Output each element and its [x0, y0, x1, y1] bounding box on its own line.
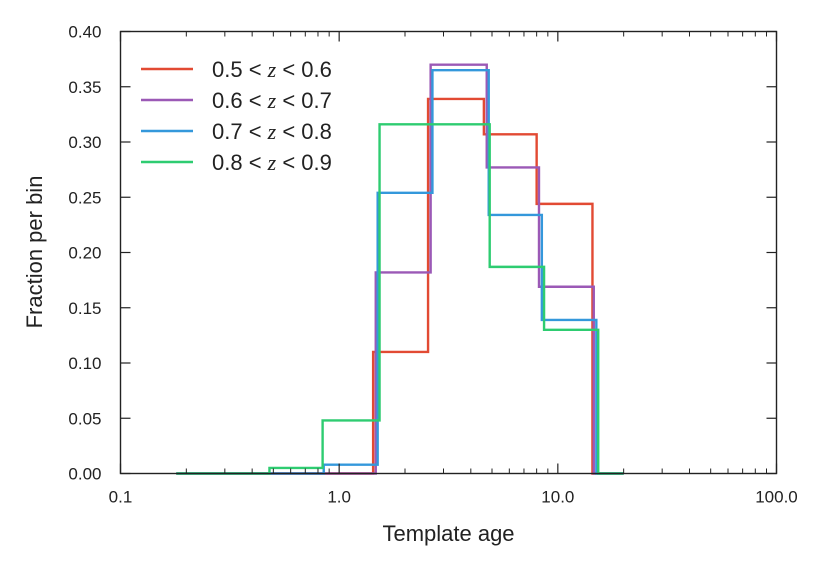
- legend: 0.5 < z < 0.6 0.6 < z < 0.7 0.7 < z < 0.8 0…: [141, 57, 332, 175]
- y-axis: 0.00 0.05 0.10 0.15 0.20 0.25 0.30 0.35 0.40: [68, 23, 777, 484]
- legend-label-1: 0.5 < z < 0.6: [212, 57, 332, 82]
- x-tick-label: 100.0: [755, 488, 798, 507]
- x-tick-label: 1.0: [327, 488, 351, 507]
- y-tick-label: 0.35: [68, 78, 101, 97]
- y-tick-label: 0.15: [68, 299, 101, 318]
- series-layer: [176, 63, 624, 475]
- y-tick-label: 0.20: [68, 244, 101, 263]
- y-axis-title: Fraction per bin: [22, 176, 47, 329]
- y-tick-label: 0.25: [68, 188, 101, 207]
- series-line-3: [176, 68, 624, 475]
- series-line-1: [176, 97, 624, 475]
- series-line-4: [176, 123, 624, 475]
- y-tick-label: 0.30: [68, 133, 101, 152]
- legend-label-4: 0.8 < z < 0.9: [212, 150, 332, 175]
- legend-label-2: 0.6 < z < 0.7: [212, 88, 332, 113]
- x-tick-label: 10.0: [541, 488, 574, 507]
- x-axis-title: Template age: [382, 521, 514, 546]
- y-tick-label: 0.05: [68, 409, 101, 428]
- x-axis: 0.1 1.0 10.0 100.0: [109, 31, 798, 507]
- series-line-2: [176, 63, 624, 475]
- legend-label-3: 0.7 < z < 0.8: [212, 119, 332, 144]
- y-tick-label: 0.00: [68, 465, 101, 484]
- y-tick-label: 0.40: [68, 23, 101, 42]
- x-tick-label: 0.1: [109, 488, 133, 507]
- y-tick-label: 0.10: [68, 354, 101, 373]
